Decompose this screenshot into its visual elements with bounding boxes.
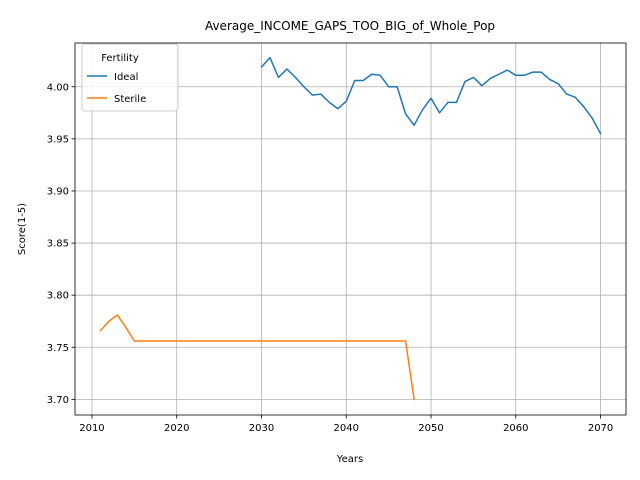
series-line-sterile bbox=[99, 314, 415, 401]
y-tick-label: 3.85 bbox=[47, 239, 69, 250]
legend-box bbox=[81, 43, 179, 112]
legend: Fertility Ideal Sterile bbox=[81, 43, 179, 112]
x-axis-label: Years bbox=[336, 454, 363, 465]
y-tick-label: 3.70 bbox=[47, 395, 69, 406]
x-tick-label: 2030 bbox=[249, 423, 274, 434]
y-tick-label: 3.75 bbox=[47, 343, 69, 354]
legend-title: Fertility bbox=[101, 53, 139, 64]
x-tick-label: 2020 bbox=[164, 423, 189, 434]
y-tick-label: 3.90 bbox=[47, 186, 69, 197]
series-line-ideal bbox=[260, 56, 602, 135]
y-axis-label: Score(1-5) bbox=[17, 203, 28, 255]
legend-label-ideal: Ideal bbox=[114, 72, 138, 83]
grid bbox=[75, 43, 626, 415]
x-axis: 2010 2020 2030 2040 2050 2060 2070 bbox=[79, 415, 613, 434]
x-tick-label: 2070 bbox=[588, 423, 613, 434]
series-layer bbox=[99, 56, 602, 401]
chart-title: Average_INCOME_GAPS_TOO_BIG_of_Whole_Pop bbox=[205, 19, 495, 33]
x-tick-label: 2060 bbox=[503, 423, 528, 434]
x-tick-label: 2040 bbox=[334, 423, 359, 434]
y-tick-label: 3.80 bbox=[47, 291, 69, 302]
x-tick-label: 2050 bbox=[418, 423, 443, 434]
x-tick-label: 2010 bbox=[79, 423, 104, 434]
y-axis: 3.70 3.75 3.80 3.85 3.90 3.95 4.00 bbox=[47, 82, 75, 406]
y-tick-label: 4.00 bbox=[47, 82, 69, 93]
y-tick-label: 3.95 bbox=[47, 134, 69, 145]
legend-label-sterile: Sterile bbox=[114, 94, 146, 105]
plot-frame bbox=[74, 42, 627, 416]
